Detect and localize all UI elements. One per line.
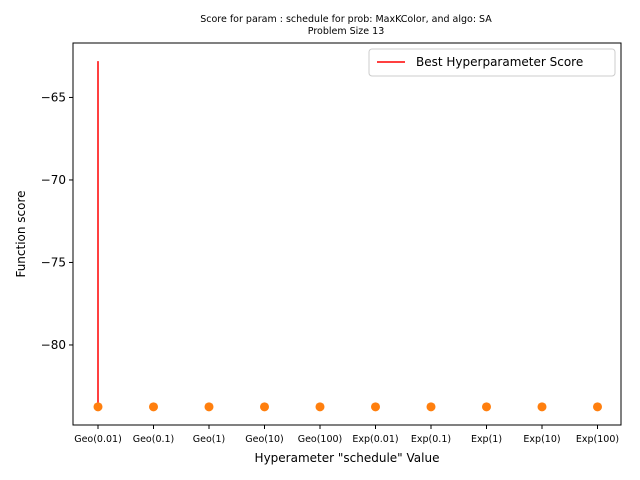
- data-point: [426, 402, 436, 412]
- chart-title-line1: Score for param : schedule for prob: Max…: [200, 14, 492, 25]
- x-tick-label: Exp(100): [576, 434, 619, 445]
- data-point: [149, 402, 158, 412]
- x-tick-label: Exp(1): [471, 434, 502, 445]
- x-tick-label: Geo(0.1): [133, 434, 175, 445]
- data-point: [315, 402, 325, 412]
- data-point: [204, 402, 214, 412]
- legend-label: Best Hyperparameter Score: [416, 55, 583, 69]
- x-tick-label: Geo(10): [245, 434, 284, 445]
- y-tick-label: −70: [41, 173, 66, 187]
- x-tick-label: Exp(0.01): [352, 434, 398, 445]
- y-tick-label: −65: [41, 90, 66, 104]
- data-point: [371, 402, 380, 412]
- y-axis-label: Function score: [14, 190, 28, 277]
- legend: Best Hyperparameter Score: [368, 48, 616, 77]
- data-point: [260, 402, 269, 412]
- data-point: [593, 402, 602, 412]
- x-tick-label: Geo(1): [193, 434, 225, 445]
- x-axis-ticks: Geo(0.01) Geo(0.1) Geo(1) Geo(10) Geo(100) Ex…: [74, 425, 619, 445]
- legend-box: [368, 48, 616, 77]
- chart-title-line2: Problem Size 13: [308, 26, 384, 37]
- x-tick-label: Geo(0.01): [74, 434, 122, 445]
- y-tick-label: −80: [41, 338, 66, 352]
- plot-area: [72, 42, 622, 426]
- x-axis-label: Hyperameter "schedule" Value: [255, 451, 440, 465]
- x-tick-label: Exp(10): [523, 434, 560, 445]
- data-point: [482, 402, 491, 412]
- x-tick-label: Exp(0.1): [411, 434, 451, 445]
- y-tick-label: −75: [41, 255, 66, 269]
- data-point: [93, 402, 103, 412]
- y-axis-ticks: −80 −75 −70 −65: [41, 90, 73, 352]
- data-point: [537, 402, 547, 412]
- x-tick-label: Geo(100): [298, 434, 343, 445]
- data-series: [93, 61, 602, 412]
